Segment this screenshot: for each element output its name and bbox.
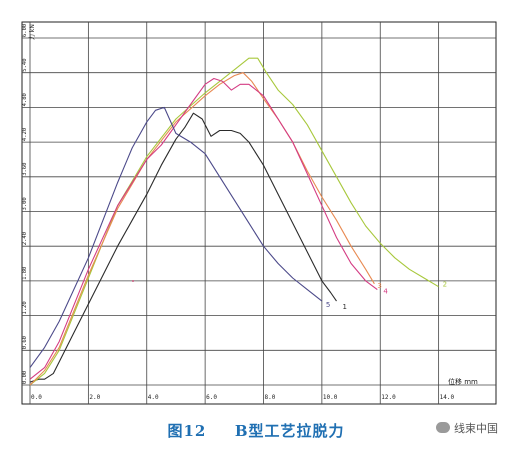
series-line-5 (29, 106, 323, 368)
figure-title: B型工艺拉脱力 (234, 422, 345, 440)
y-tick-label: 5.40 (22, 58, 28, 71)
x-tick-label: 10.0 (323, 394, 338, 401)
x-tick-label: 6.0 (206, 394, 217, 401)
series-line-2 (29, 57, 439, 386)
y-tick-label: 0.60 (22, 336, 28, 349)
x-tick-label: 14.0 (440, 394, 455, 401)
series-lines (29, 57, 439, 386)
plot-frame (21, 21, 497, 405)
y-tick-label: 3.60 (22, 163, 28, 176)
series-label-5: 5 (326, 301, 330, 309)
figure-number: 图12 (167, 422, 207, 440)
stray-dot (132, 280, 134, 282)
x-axis-label: 位移 mm (448, 377, 478, 386)
y-tick-label: 1.80 (22, 267, 28, 280)
y-tick-label: 2.40 (22, 232, 28, 245)
y-tick-label: 4.80 (22, 93, 28, 106)
x-tick-label: 0.0 (31, 394, 42, 401)
y-tick-label: 4.20 (22, 128, 28, 141)
series-label-4: 4 (383, 288, 388, 296)
y-tick-label: 1.20 (22, 301, 28, 314)
y-tick-label: 3.00 (22, 197, 28, 210)
series-label-3: 3 (377, 282, 381, 290)
x-tick-label: 4.0 (148, 394, 159, 401)
series-label-1: 1 (342, 303, 346, 311)
y-tick-label: 0.00 (22, 371, 28, 384)
series-line-1 (29, 112, 337, 383)
series-labels: 1 2 34 5 (326, 281, 447, 311)
series-label-2: 2 (443, 281, 447, 289)
tick-labels: 0.0 2.0 4.0 6.0 8.0 10.0 12.0 14.0 0.00 0.60 1.20 1… (22, 24, 454, 401)
chat-bubble-icon (436, 422, 450, 433)
x-tick-label: 12.0 (381, 394, 396, 401)
watermark: 线束中国 (436, 420, 498, 436)
series-line-4 (29, 77, 378, 380)
figure-caption: 图12 B型工艺拉脱力 (0, 420, 512, 441)
series-line-3 (29, 72, 375, 386)
grid-lines (22, 22, 496, 404)
watermark-text: 线束中国 (454, 422, 498, 435)
y-tick-label: 6.00 (22, 24, 28, 37)
y-axis-label: 力 kN (28, 24, 36, 40)
x-tick-label: 2.0 (89, 394, 100, 401)
x-tick-label: 8.0 (265, 394, 276, 401)
